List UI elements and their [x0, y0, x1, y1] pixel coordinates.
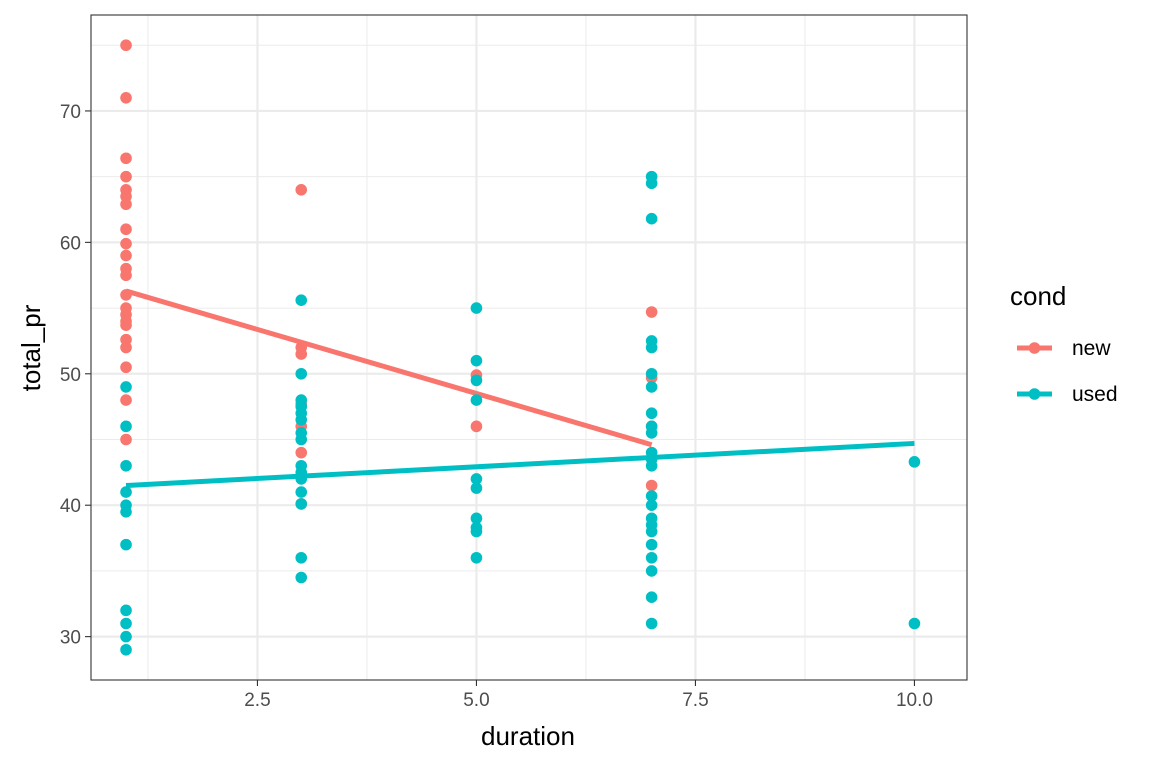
data-point-new	[120, 433, 132, 446]
data-point-new	[120, 361, 132, 374]
legend-key-point-new	[1028, 342, 1041, 354]
data-point-used	[295, 486, 308, 498]
legend: cond new used	[1010, 281, 1118, 406]
data-point-used	[470, 525, 483, 538]
data-point-used	[645, 617, 658, 630]
data-point-used	[645, 538, 658, 551]
data-point-used	[470, 482, 483, 494]
y-axis: 30 40 50 60 70	[60, 102, 91, 649]
data-point-used	[908, 617, 921, 630]
data-point-new	[645, 479, 658, 492]
data-point-used	[645, 499, 658, 512]
data-point-used	[120, 604, 132, 617]
data-point-used	[470, 512, 483, 525]
data-point-used	[645, 591, 658, 604]
data-point-used	[645, 341, 658, 354]
data-point-used	[295, 413, 308, 426]
data-point-used	[295, 551, 308, 564]
data-point-new	[295, 183, 308, 196]
minor-gridlines	[91, 15, 967, 680]
x-axis: 2.5 5.0 7.5 10.0	[244, 680, 933, 711]
x-tick-label: 10.0	[896, 690, 933, 711]
data-point-used	[908, 456, 921, 468]
data-point-used	[645, 427, 658, 439]
trend-line-used	[125, 440, 915, 488]
data-point-used	[120, 381, 132, 393]
data-point-new	[120, 170, 132, 183]
y-axis-label: total_pr	[16, 304, 46, 391]
data-point-used	[295, 473, 308, 485]
data-point-used	[645, 177, 658, 190]
data-point-used	[645, 525, 658, 538]
data-point-new	[120, 91, 132, 104]
data-point-used	[470, 551, 483, 564]
data-point-used	[295, 294, 308, 306]
data-point-new	[120, 269, 132, 282]
x-tick-label: 7.5	[682, 690, 708, 711]
data-point-used	[120, 630, 132, 643]
y-tick-label: 50	[60, 365, 81, 386]
y-tick-label: 30	[60, 628, 81, 649]
y-tick-label: 70	[60, 102, 81, 123]
data-point-new	[120, 289, 132, 301]
data-points	[120, 39, 921, 656]
data-point-used	[645, 381, 658, 393]
y-tick-label: 60	[60, 233, 81, 254]
data-point-used	[295, 367, 308, 380]
data-point-used	[470, 473, 483, 485]
data-point-new	[120, 319, 132, 331]
data-point-used	[645, 459, 658, 472]
data-point-used	[470, 394, 483, 406]
trend-lines	[125, 288, 915, 488]
data-point-used	[470, 354, 483, 367]
data-point-used	[645, 367, 658, 380]
data-point-new	[295, 446, 308, 459]
major-gridlines	[91, 15, 967, 680]
data-point-used	[295, 571, 308, 584]
legend-key-point-used	[1028, 388, 1041, 400]
data-point-used	[120, 486, 132, 498]
data-point-used	[120, 459, 132, 472]
x-axis-label: duration	[481, 721, 575, 751]
data-point-new	[295, 348, 308, 360]
data-point-used	[120, 505, 132, 518]
legend-title: cond	[1010, 281, 1066, 311]
data-point-used	[120, 538, 132, 551]
legend-label-new: new	[1072, 337, 1111, 360]
x-tick-label: 2.5	[244, 690, 270, 711]
data-point-used	[645, 407, 658, 420]
data-point-new	[120, 152, 132, 165]
data-point-used	[645, 490, 658, 502]
panel-border	[90, 14, 968, 681]
data-point-used	[295, 498, 308, 510]
data-point-new	[645, 306, 658, 318]
data-point-new	[120, 341, 132, 354]
legend-label-used: used	[1072, 383, 1118, 406]
data-point-new	[120, 394, 132, 406]
trend-line-new	[125, 288, 653, 448]
data-point-used	[645, 565, 658, 577]
data-point-used	[470, 374, 483, 387]
data-point-new	[120, 39, 132, 52]
data-point-used	[645, 551, 658, 564]
data-point-used	[645, 212, 658, 225]
data-point-new	[120, 223, 132, 236]
data-point-new	[120, 198, 132, 211]
data-point-used	[470, 302, 483, 314]
data-point-used	[120, 420, 132, 433]
data-point-new	[120, 237, 132, 250]
y-tick-label: 40	[60, 496, 81, 517]
data-point-used	[295, 433, 308, 446]
x-tick-label: 5.0	[463, 690, 489, 711]
data-point-used	[120, 643, 132, 656]
legend-keys: new used	[1017, 337, 1118, 406]
data-point-new	[120, 249, 132, 262]
data-point-used	[120, 617, 132, 630]
data-point-new	[470, 420, 483, 433]
